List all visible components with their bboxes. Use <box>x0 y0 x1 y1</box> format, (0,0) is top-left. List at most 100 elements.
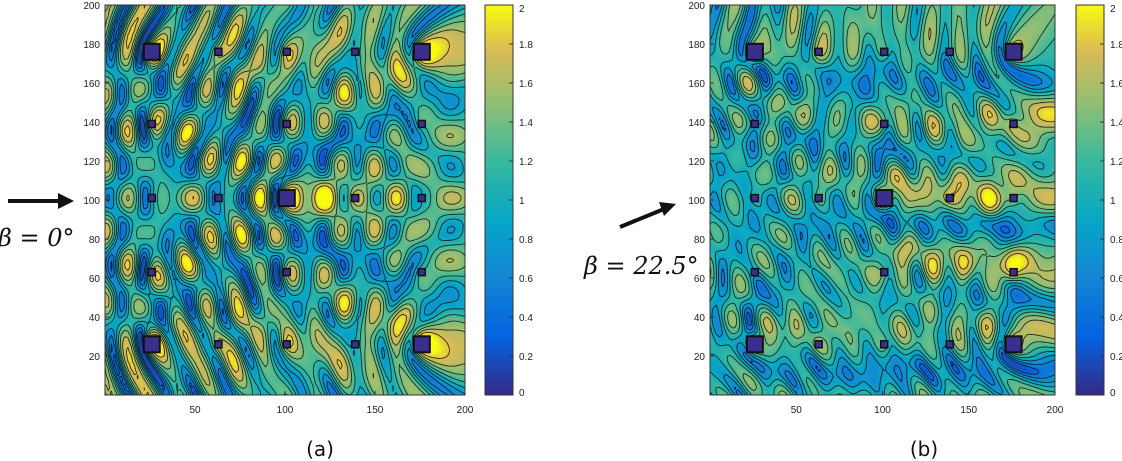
small-scatterer <box>350 340 360 349</box>
contour-line <box>709 4 1056 396</box>
small-scatterer <box>945 340 955 349</box>
small-scatterer <box>879 267 889 277</box>
colorbar-tick-label: 2 <box>1110 4 1116 15</box>
colorbar-tick-label: 1.4 <box>1110 118 1122 129</box>
colorbar-tick-label: 1.4 <box>519 118 533 129</box>
large-scatterer <box>745 335 764 354</box>
small-scatterer <box>750 193 760 203</box>
incident-arrow-b <box>619 202 676 229</box>
y-tick-label: 140 <box>83 118 100 129</box>
small-scatterer <box>417 193 427 203</box>
small-scatterer <box>147 119 157 129</box>
x-ticks-b: 50 100 150 200 <box>791 391 1064 416</box>
colorbar-ticks-b: 0 0.2 0.4 0.6 0.8 1 1.2 1.4 1.6 1.8 2 <box>1100 4 1122 399</box>
y-tick-label: 200 <box>83 1 100 12</box>
colorbar-tick-label: 0.6 <box>1110 274 1122 285</box>
colorbar-tick-label: 0.4 <box>1110 313 1122 324</box>
scatterers-b <box>745 42 1023 354</box>
contour-line <box>746 68 1039 382</box>
colorbar-tick-label: 1 <box>519 196 525 207</box>
y-tick-label: 140 <box>688 118 705 129</box>
colorbar-tick-label: 0.8 <box>1110 235 1122 246</box>
small-scatterer <box>147 267 157 277</box>
small-scatterer <box>945 47 955 57</box>
small-scatterer <box>814 47 823 57</box>
y-tick-label: 40 <box>694 313 706 324</box>
large-scatterer <box>142 42 161 61</box>
colorbar-b <box>1075 4 1105 396</box>
angle-label-a: β = 0° <box>0 224 75 252</box>
colorbar-tick-label: 0 <box>1110 388 1116 399</box>
small-scatterer <box>814 340 823 349</box>
small-scatterer <box>750 119 760 129</box>
colorbar-tick-label: 1.2 <box>1110 157 1122 168</box>
colorbar-tick-label: 1.6 <box>1110 79 1122 90</box>
colorbar-tick-label: 0.8 <box>519 235 533 246</box>
small-scatterer <box>282 119 292 129</box>
large-scatterer <box>277 189 296 208</box>
y-tick-label: 40 <box>89 313 101 324</box>
small-scatterer <box>814 193 823 203</box>
small-scatterer <box>879 119 889 129</box>
small-scatterer <box>417 267 427 277</box>
small-scatterer <box>350 47 360 57</box>
y-tick-label: 180 <box>83 40 100 51</box>
small-scatterer <box>214 193 223 203</box>
y-tick-label: 120 <box>83 157 100 168</box>
contour-line <box>110 4 346 396</box>
y-tick-label: 200 <box>688 1 705 12</box>
incident-arrow-a <box>8 193 74 209</box>
small-scatterer <box>1009 193 1018 203</box>
y-tick-label: 160 <box>688 79 705 90</box>
small-scatterer <box>282 47 292 57</box>
colorbar-tick-label: 2 <box>519 4 525 15</box>
small-scatterer <box>879 47 889 57</box>
y-tick-label: 100 <box>688 196 705 207</box>
colorbar-tick-label: 1.8 <box>519 40 533 51</box>
small-scatterer <box>214 47 223 57</box>
small-scatterer <box>147 193 157 203</box>
colorbar-tick-label: 1.6 <box>519 79 533 90</box>
y-tick-label: 120 <box>688 157 705 168</box>
colorbar-tick-label: 0.2 <box>1110 352 1122 363</box>
small-scatterer <box>350 193 360 203</box>
angle-label-b: β = 22.5° <box>583 252 699 280</box>
contour-line <box>104 4 466 396</box>
scatterers-a <box>142 42 431 354</box>
y-tick-label: 180 <box>688 40 705 51</box>
small-scatterer <box>1009 119 1018 129</box>
small-scatterer <box>879 340 889 349</box>
small-scatterer <box>1009 267 1018 277</box>
large-scatterer <box>412 335 431 354</box>
colorbar-tick-label: 0.6 <box>519 274 533 285</box>
colorbar-tick-label: 0 <box>519 388 525 399</box>
x-tick-label: 150 <box>960 405 977 416</box>
contour-layer-a <box>104 4 466 396</box>
caption-b: (b) <box>910 437 938 461</box>
y-tick-label: 160 <box>83 79 100 90</box>
colorbar-tick-label: 1.2 <box>519 157 533 168</box>
y-tick-label: 20 <box>89 352 101 363</box>
colorbar-a <box>484 4 514 396</box>
y-tick-label: 100 <box>83 196 100 207</box>
x-tick-label: 150 <box>367 405 384 416</box>
contour-line <box>106 4 456 396</box>
small-scatterer <box>214 340 223 349</box>
colorbar-tick-label: 0.2 <box>519 352 533 363</box>
small-scatterer <box>945 193 955 203</box>
y-tick-label: 60 <box>694 274 706 285</box>
large-scatterer <box>745 42 764 61</box>
y-tick-label: 20 <box>694 352 706 363</box>
large-scatterer <box>412 42 431 61</box>
y-ticks-b: 20 40 60 80 100 120 140 160 180 200 <box>688 1 714 363</box>
large-scatterer <box>875 189 894 208</box>
x-ticks-a: 50 100 150 200 <box>189 391 474 416</box>
small-scatterer <box>750 267 760 277</box>
colorbar-ticks-a: 0 0.2 0.4 0.6 0.8 1 1.2 1.4 1.6 1.8 2 <box>509 4 533 399</box>
small-scatterer <box>282 340 292 349</box>
small-scatterer <box>417 119 427 129</box>
contour-layer-b <box>709 4 1056 396</box>
